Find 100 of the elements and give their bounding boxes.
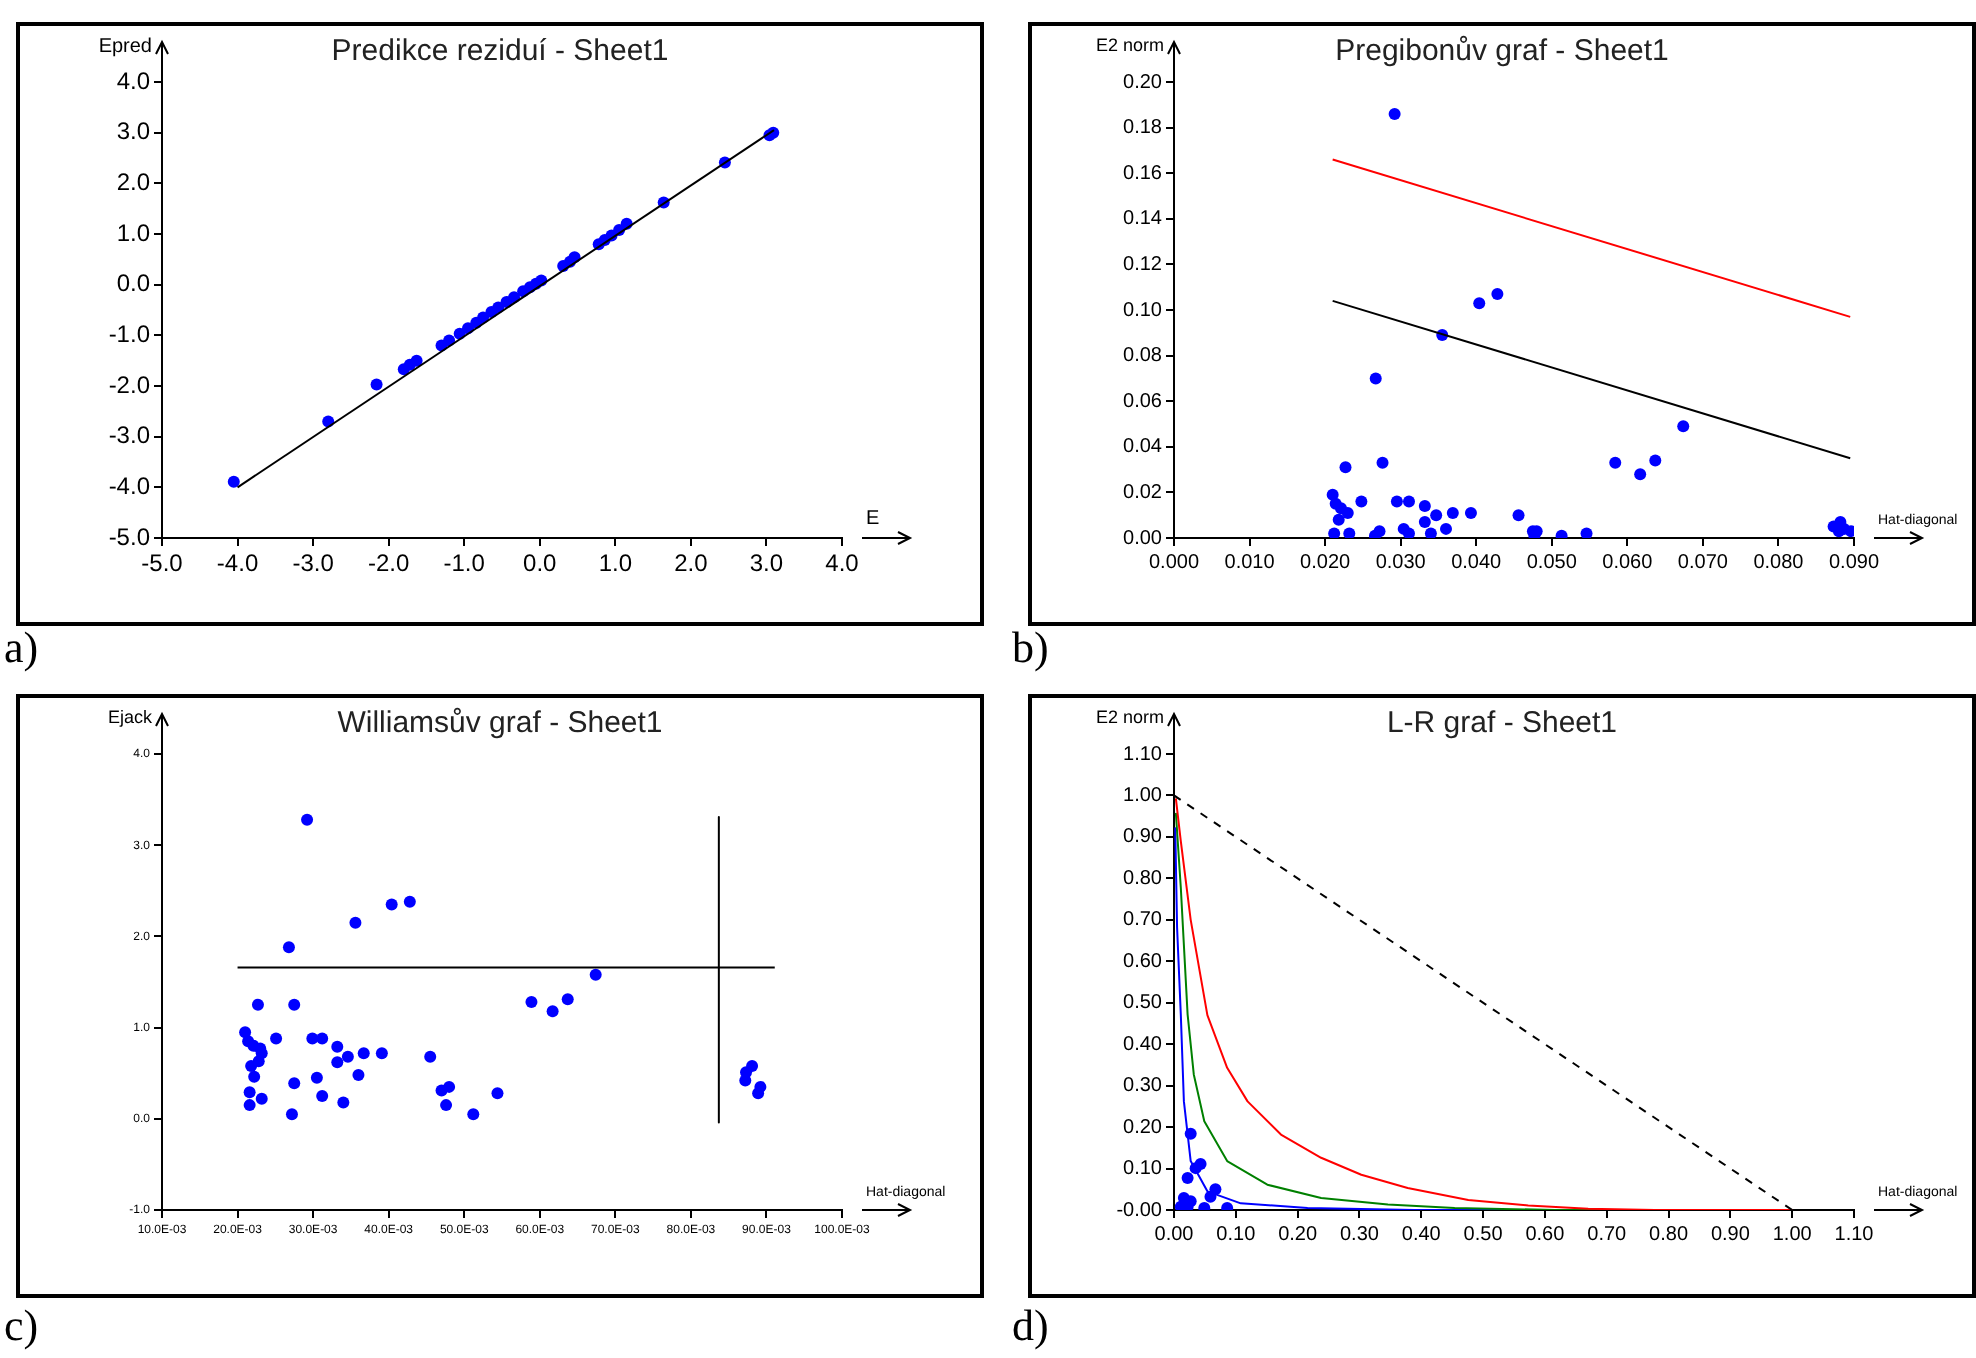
point [227, 475, 240, 488]
x-tick-label: 0.000 [1148, 551, 1200, 574]
x-tick-label: 0.90 [1710, 1223, 1751, 1246]
point [243, 1099, 256, 1112]
x-tick-label: -3.0 [292, 549, 335, 578]
point [491, 1087, 504, 1100]
y-tick-label: -2.0 [108, 370, 151, 399]
x-tick-label: 0.70 [1587, 1223, 1628, 1246]
point [331, 1040, 344, 1053]
point [1580, 527, 1593, 538]
y-tick-label: 0.80 [1123, 867, 1163, 890]
x-axis-title: E [866, 508, 880, 530]
point [301, 813, 314, 826]
x-tick-label: 0.50 [1463, 1223, 1504, 1246]
point [1430, 509, 1443, 522]
point [1609, 456, 1622, 469]
point [288, 1077, 301, 1090]
point [337, 1096, 350, 1109]
y-tick-label: 0.00 [1123, 527, 1163, 550]
y-tick-label: 0.0 [116, 269, 151, 298]
point [1328, 527, 1341, 538]
point [349, 916, 362, 929]
point [1332, 513, 1345, 526]
y-tick-label: -3.0 [108, 421, 151, 450]
y-axis-title: Epred [98, 35, 152, 58]
y-tick-label: 4.0 [116, 66, 151, 95]
point [1424, 527, 1437, 538]
x-tick-label: 0.080 [1753, 551, 1805, 574]
point [248, 1070, 261, 1083]
point [331, 1056, 344, 1069]
y-tick-label: -1.0 [108, 319, 151, 348]
point [443, 1080, 456, 1093]
point [1464, 506, 1477, 519]
y-tick-label: 0.08 [1123, 345, 1163, 368]
point [316, 1032, 329, 1045]
point [752, 1087, 765, 1100]
x-tick-label: 0.00 [1154, 1223, 1195, 1246]
point [316, 1090, 329, 1102]
point [440, 1099, 453, 1112]
point [288, 998, 301, 1011]
point [1440, 522, 1452, 535]
y-tick-label: 1.00 [1123, 784, 1163, 807]
x-tick-label: 1.0 [598, 549, 633, 578]
point [1355, 495, 1368, 508]
x-tick-label: 0.050 [1526, 551, 1578, 574]
y-tick-label: -0.00 [1116, 1199, 1163, 1222]
x-tick-label: 3.0 [749, 549, 784, 578]
x-tick-label: 0.090 [1828, 551, 1880, 574]
point [1512, 509, 1525, 522]
y-tick-label: 0.20 [1123, 71, 1163, 94]
point [341, 1050, 354, 1063]
point [255, 1092, 268, 1105]
point [1677, 420, 1690, 433]
point [746, 1059, 759, 1072]
point [1402, 527, 1415, 538]
chart-title: Predikce reziduí - Sheet1 [331, 34, 669, 69]
x-tick-label: 0.070 [1677, 551, 1729, 574]
point [1418, 516, 1431, 529]
y-tick-label: 0.18 [1123, 117, 1163, 140]
y-tick-label: 1.0 [116, 218, 151, 247]
x-tick-label: 2.0 [674, 549, 709, 578]
x-tick-label: 0.40 [1401, 1223, 1442, 1246]
y-tick-label: 0.16 [1123, 162, 1163, 185]
x-tick-label: -2.0 [367, 549, 410, 578]
chart-title: Pregibonův graf - Sheet1 [1335, 34, 1669, 69]
point [1369, 372, 1382, 385]
point [1446, 506, 1459, 519]
point [424, 1050, 437, 1063]
text: b) [1012, 622, 1049, 672]
point [1844, 525, 1854, 538]
x-tick-label: 0.030 [1375, 551, 1427, 574]
point [270, 1032, 283, 1045]
point [1402, 495, 1415, 508]
point [1634, 468, 1647, 481]
point [352, 1069, 365, 1082]
point [285, 1108, 298, 1121]
point [467, 1108, 480, 1121]
x-tick-label: 0.010 [1224, 551, 1276, 574]
point [403, 895, 416, 908]
point [1418, 500, 1431, 513]
point [1339, 461, 1352, 474]
x-tick-label: 0.020 [1300, 551, 1352, 574]
point [1649, 454, 1662, 467]
x-tick-label: 0.040 [1451, 551, 1503, 574]
chart-title: Williamsův graf - Sheet1 [337, 706, 663, 741]
point [410, 354, 423, 367]
point [546, 1005, 559, 1018]
point [525, 996, 538, 1009]
y-tick-label: 0.50 [1123, 992, 1163, 1015]
x-tick-label: -4.0 [216, 549, 259, 578]
y-tick-label: 0.40 [1123, 1033, 1163, 1056]
point [589, 968, 602, 981]
point [1343, 527, 1356, 538]
y-tick-label: 0.90 [1123, 826, 1163, 849]
point [357, 1047, 370, 1060]
y-tick-label: 0.20 [1123, 1116, 1163, 1139]
y-tick-label: -4.0 [108, 471, 151, 500]
point [282, 941, 295, 954]
text: c) [4, 1300, 39, 1350]
text: d) [1012, 1300, 1049, 1350]
